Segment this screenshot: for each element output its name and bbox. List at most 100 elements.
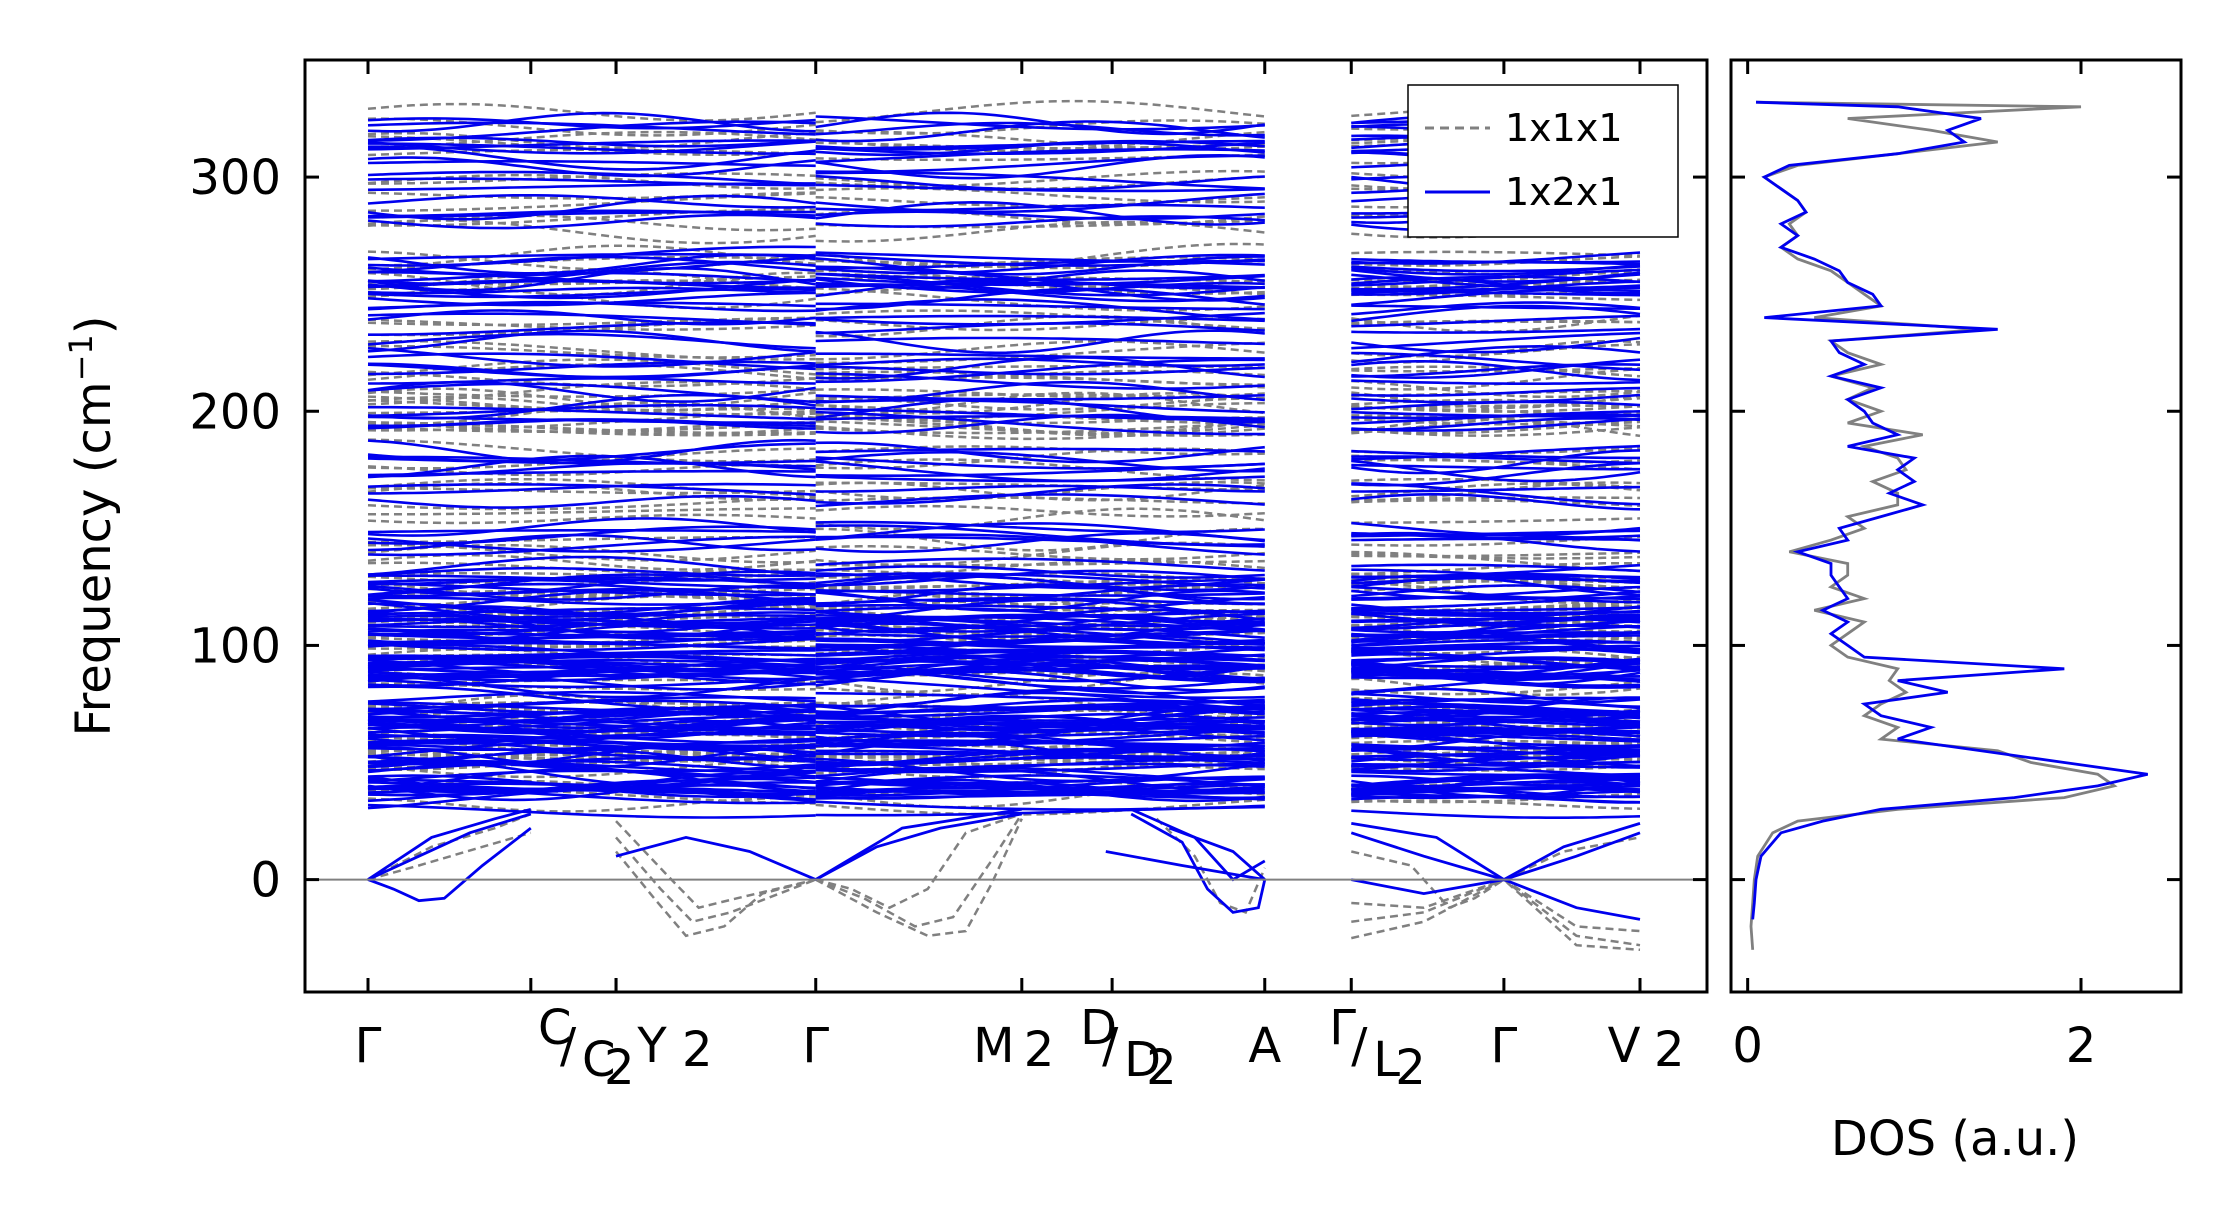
- band-line-1x1x1: [1351, 764, 1641, 772]
- band-line-1x2x1: [367, 587, 816, 598]
- band-line-1x2x1: [815, 589, 1265, 612]
- band-line-1x1x1: [1351, 404, 1641, 413]
- band-line-1x2x1: [815, 665, 1265, 690]
- band-line-1x2x1: [1351, 273, 1641, 291]
- k-label-subscript: 2: [682, 1022, 713, 1078]
- dos-x-tick-label: 2: [2066, 1018, 2097, 1074]
- band-line-1x2x1: [367, 721, 816, 733]
- band-line-1x2x1: [367, 578, 816, 590]
- band-line-1x2x1: [815, 524, 1265, 547]
- dos-curve-1x1x1: [1749, 100, 2118, 950]
- band-line-1x2x1: [367, 213, 816, 230]
- band-line-1x2x1: [815, 253, 1265, 267]
- band-line-1x1x1: [815, 130, 1265, 150]
- band-line-1x1x1: [815, 545, 1265, 561]
- band-line-1x1x1: [1351, 499, 1641, 508]
- band-line-1x1x1: [815, 153, 1265, 162]
- band-line-1x2x1: [815, 287, 1265, 311]
- band-line-1x1x1: [1351, 420, 1641, 435]
- soft-mode-1x1x1: [1351, 878, 1641, 952]
- band-line-1x1x1: [815, 340, 1265, 361]
- band-line-1x2x1: [367, 744, 816, 767]
- band-line-1x2x1: [367, 140, 816, 155]
- band-line-1x2x1: [815, 484, 1265, 493]
- band-line-1x2x1: [815, 174, 1265, 191]
- band-line-1x2x1: [367, 787, 816, 805]
- band-line-1x2x1: [815, 365, 1265, 376]
- k-label-bottom-sub: 2: [1146, 1040, 1177, 1096]
- band-line-1x2x1: [815, 644, 1265, 659]
- k-label-text: Γ: [1491, 1018, 1518, 1074]
- band-line-1x2x1: [368, 482, 816, 495]
- band-line-1x2x1: [1351, 485, 1641, 493]
- band-line-1x1x1: [815, 559, 1265, 579]
- k-label-top: D: [1080, 1000, 1117, 1056]
- band-line-1x2x1: [815, 462, 1265, 477]
- band-line-1x1x1: [815, 731, 1265, 740]
- band-line-1x2x1: [1351, 358, 1641, 380]
- band-line-1x2x1: [815, 329, 1265, 355]
- ylabel-superscript: −1: [62, 334, 100, 381]
- k-label-text: Γ: [802, 1018, 829, 1074]
- soft-mode-1x1x1: [367, 812, 532, 881]
- band-line-1x2x1: [1351, 393, 1641, 404]
- band-y-tick-label: 0: [250, 853, 281, 909]
- band-line-1x2x1: [815, 111, 1265, 136]
- band-line-1x1x1: [815, 396, 1265, 411]
- band-line-1x1x1: [815, 169, 1265, 188]
- band-line-1x1x1: [1351, 517, 1641, 524]
- band-line-1x2x1: [367, 714, 816, 734]
- band-line-1x2x1: [367, 652, 816, 660]
- band-line-1x1x1: [367, 131, 816, 149]
- band-line-1x2x1: [367, 637, 816, 652]
- band-line-1x1x1: [815, 416, 1265, 425]
- band-line-1x1x1: [815, 527, 1265, 552]
- k-label-text: Y: [636, 1018, 667, 1074]
- band-line-1x2x1: [1351, 449, 1640, 460]
- band-line-1x2x1: [367, 301, 816, 310]
- band-line-1x1x1: [815, 458, 1265, 482]
- band-line-1x2x1: [815, 617, 1265, 643]
- band-line-1x2x1: [1351, 748, 1641, 760]
- band-line-1x2x1: [815, 493, 1265, 508]
- band-line-1x2x1: [367, 535, 816, 557]
- band-line-1x1x1: [815, 496, 1265, 505]
- band-line-1x2x1: [1351, 413, 1641, 425]
- legend-box: [1407, 84, 1679, 238]
- band-line-1x2x1: [815, 265, 1265, 290]
- band-line-1x2x1: [367, 674, 816, 699]
- band-line-1x1x1: [815, 391, 1265, 418]
- k-label-split: Γ/L2: [1329, 1000, 1426, 1096]
- band-line-1x2x1: [815, 269, 1265, 290]
- band-line-1x2x1: [1351, 748, 1641, 765]
- band-line-1x2x1: [368, 745, 816, 769]
- band-line-1x1x1: [815, 628, 1265, 636]
- band-line-1x1x1: [1351, 365, 1641, 378]
- band-line-1x2x1: [1351, 327, 1641, 334]
- band-line-1x1x1: [367, 208, 816, 227]
- band-line-1x2x1: [1351, 779, 1641, 798]
- soft-mode-1x2x1: [815, 812, 1023, 881]
- band-line-1x1x1: [815, 364, 1265, 371]
- band-line-1x2x1: [1351, 360, 1641, 382]
- band-line-1x1x1: [367, 681, 816, 691]
- band-line-1x2x1: [815, 720, 1265, 729]
- band-line-1x2x1: [367, 160, 816, 168]
- k-label-bottom-sub: 2: [1395, 1040, 1426, 1096]
- soft-mode-1x1x1: [367, 831, 532, 881]
- band-line-1x2x1: [1351, 595, 1641, 610]
- legend-label-1x1x1: 1x1x1: [1505, 106, 1623, 150]
- band-line-1x2x1: [1351, 563, 1641, 573]
- k-label-slash: /: [560, 1018, 577, 1074]
- band-line-1x2x1: [815, 616, 1265, 632]
- band-line-1x2x1: [367, 596, 816, 606]
- band-line-1x1x1: [368, 535, 816, 544]
- band-line-1x2x1: [367, 136, 816, 148]
- band-line-1x2x1: [1351, 417, 1641, 432]
- band-line-1x1x1: [367, 463, 816, 477]
- dos-axes-frame: [1729, 58, 2183, 994]
- band-line-1x2x1: [1351, 668, 1641, 687]
- band-line-1x1x1: [1351, 366, 1641, 373]
